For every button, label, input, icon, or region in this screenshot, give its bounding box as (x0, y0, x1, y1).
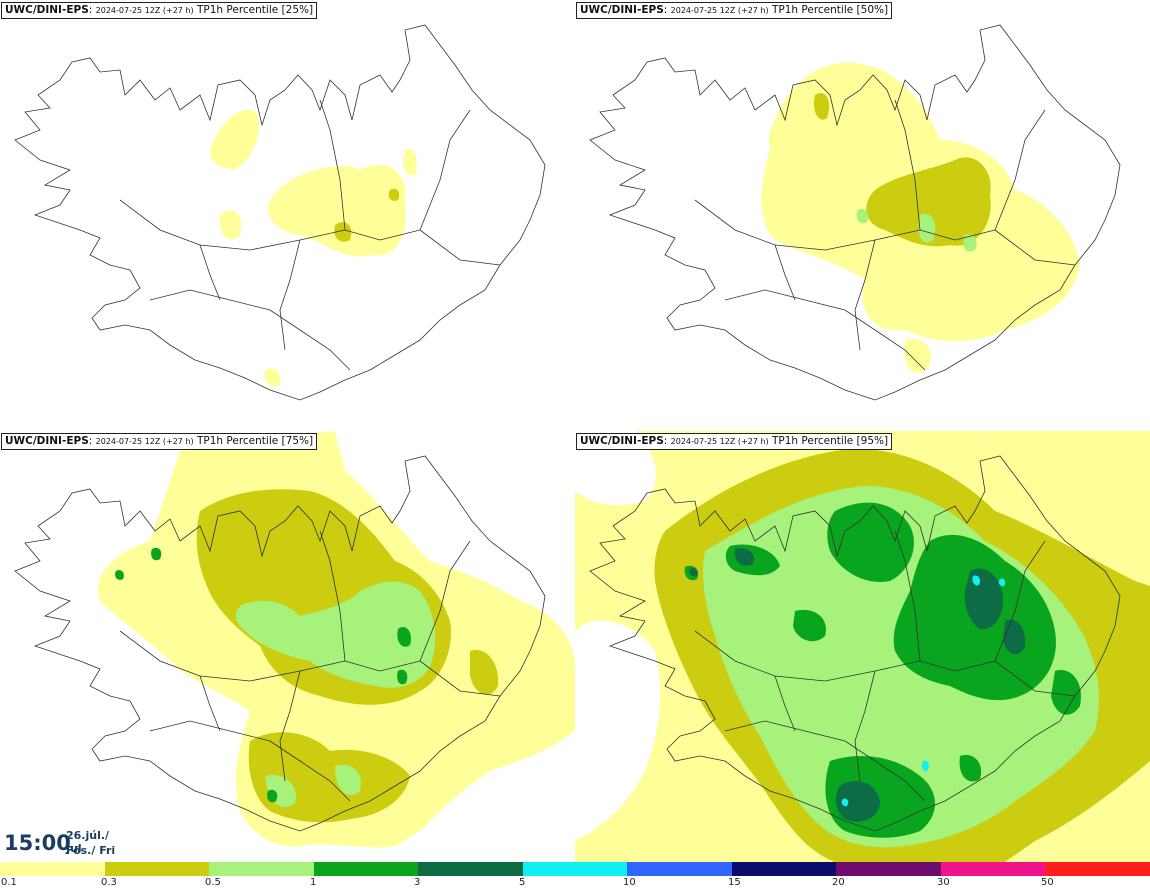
precip-shading (98, 431, 575, 848)
colorbar-tick-label: 20 (832, 877, 845, 888)
model-name: UWC/DINI-EPS (5, 435, 89, 447)
map-panel-p95: UWC/DINI-EPS: 2024-07-25 12Z (+27 h) TP1… (575, 431, 1150, 862)
run-time: 2024-07-25 12Z (+27 h) (95, 6, 194, 15)
colorbar-segment (522, 862, 628, 876)
colorbar-segment (1045, 862, 1150, 876)
field-name: TP1h Percentile [25%] (196, 4, 314, 16)
colorbar-tick-label: 30 (937, 877, 950, 888)
precip-shading (575, 431, 1150, 862)
precipitation-map (761, 62, 1080, 373)
colorbar-tick-label: 50 (1041, 877, 1054, 888)
colorbar-segment (836, 862, 941, 876)
colorbar-segment (418, 862, 523, 876)
colorbar (0, 862, 1150, 876)
map-panel-p75: UWC/DINI-EPS: 2024-07-25 12Z (+27 h) TP1… (0, 431, 575, 862)
map-panel-p25: UWC/DINI-EPS: 2024-07-25 12Z (+27 h) TP1… (0, 0, 575, 431)
colorbar-segment (209, 862, 314, 876)
panel-title: UWC/DINI-EPS: 2024-07-25 12Z (+27 h) TP1… (576, 433, 893, 450)
colorbar-segment (627, 862, 732, 876)
colorbar-segment (0, 862, 105, 876)
model-name: UWC/DINI-EPS (580, 435, 664, 447)
precip-shading (209, 109, 417, 387)
run-time: 2024-07-25 12Z (+27 h) (95, 437, 194, 446)
colorbar-segment (731, 862, 837, 876)
colorbar-tick-label: 15 (728, 877, 741, 888)
valid-weekday: Fös./ Fri (66, 844, 116, 857)
precipitation-map (98, 431, 575, 848)
colorbar-labels: 0.1 0.3 0.5 1 3 5 10 15 20 30 50 (0, 877, 1150, 891)
panel-title: UWC/DINI-EPS: 2024-07-25 12Z (+27 h) TP1… (576, 2, 893, 19)
field-name: TP1h Percentile [95%] (771, 435, 889, 447)
map-panel-p50: UWC/DINI-EPS: 2024-07-25 12Z (+27 h) TP1… (575, 0, 1150, 431)
valid-time-box: 15:00 26.júl./ Jul Fös./ Fri (0, 826, 128, 862)
colorbar-tick-label: 0.5 (205, 877, 221, 888)
precipitation-map (209, 109, 417, 387)
valid-time: 15:00 (4, 831, 71, 855)
panel-title: UWC/DINI-EPS: 2024-07-25 12Z (+27 h) TP1… (1, 433, 318, 450)
colorbar-tick-label: 5 (519, 877, 526, 888)
colorbar-segment (313, 862, 419, 876)
colorbar-tick-label: 3 (414, 877, 421, 888)
colorbar-tick-label: 1 (310, 877, 317, 888)
colorbar-tick-label: 0.1 (1, 877, 17, 888)
valid-date: 26.júl./ Jul (66, 829, 110, 855)
colorbar-segment (940, 862, 1046, 876)
model-name: UWC/DINI-EPS (5, 4, 89, 16)
field-name: TP1h Percentile [75%] (196, 435, 314, 447)
colorbar-tick-label: 10 (623, 877, 636, 888)
panel-title: UWC/DINI-EPS: 2024-07-25 12Z (+27 h) TP1… (1, 2, 318, 19)
precipitation-map (575, 431, 1150, 862)
colorbar-segment (104, 862, 210, 876)
run-time: 2024-07-25 12Z (+27 h) (670, 6, 769, 15)
field-name: TP1h Percentile [50%] (771, 4, 889, 16)
precip-shading (761, 62, 1080, 373)
colorbar-tick-label: 0.3 (101, 877, 117, 888)
run-time: 2024-07-25 12Z (+27 h) (670, 437, 769, 446)
model-name: UWC/DINI-EPS (580, 4, 664, 16)
